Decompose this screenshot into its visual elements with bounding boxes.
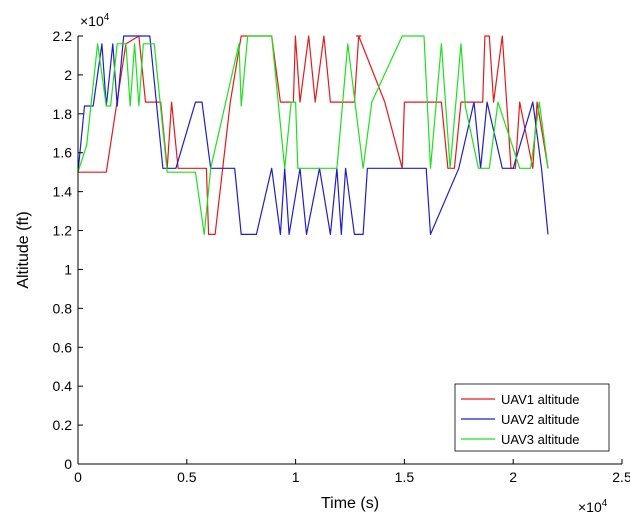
series-line-uav2 — [77, 35, 549, 235]
x-tick-label: 1.5 — [395, 469, 415, 485]
y-tick-label: 0 — [64, 456, 72, 472]
x-tick-label: 2 — [509, 469, 517, 485]
series-line-uav3 — [77, 35, 549, 235]
y-tick-label: 1.8 — [53, 106, 73, 122]
y-tick-label: 1.2 — [53, 223, 73, 239]
y-tick-label: 0.2 — [53, 417, 73, 433]
y-tick-label: 1.6 — [53, 145, 73, 161]
legend-label-uav1: UAV1 altitude — [501, 392, 580, 407]
y-tick-label: 0.6 — [53, 339, 73, 355]
y-tick-label: 0.8 — [53, 300, 73, 316]
legend-label-uav3: UAV3 altitude — [501, 432, 580, 447]
y-exponent-label: ×104 — [80, 12, 110, 29]
x-exponent-label: ×104 — [578, 498, 608, 515]
x-axis-label: Time (s) — [321, 495, 379, 512]
x-ticks: 0 0.5 1 1.5 2 2.5 — [74, 459, 630, 485]
x-exponent-power: 4 — [602, 498, 608, 509]
y-exponent-power: 4 — [104, 12, 110, 23]
x-tick-label: 2.5 — [612, 469, 630, 485]
y-tick-label: 0.4 — [53, 378, 73, 394]
x-exponent-base: ×10 — [578, 499, 602, 515]
series-layer — [77, 35, 549, 235]
y-tick-label: 1 — [64, 261, 72, 277]
y-axis-label: Altitude (ft) — [15, 211, 32, 288]
legend-box — [454, 383, 610, 452]
x-tick-label: 1 — [292, 469, 300, 485]
legend-label-uav2: UAV2 altitude — [501, 412, 580, 427]
axes-layer — [77, 36, 622, 465]
y-ticks: 0 0.2 0.4 0.6 0.8 1 1.2 1.4 1.6 1.8 2 2.2 — [53, 28, 83, 472]
y-exponent-base: ×10 — [80, 13, 104, 29]
x-tick-label: 0.5 — [177, 469, 197, 485]
x-tick-label: 0 — [74, 469, 82, 485]
y-tick-label: 2.2 — [53, 28, 73, 44]
y-tick-label: 1.4 — [53, 184, 73, 200]
legend: UAV1 altitude UAV2 altitude UAV3 altitud… — [454, 383, 610, 452]
y-tick-label: 2 — [64, 67, 72, 83]
